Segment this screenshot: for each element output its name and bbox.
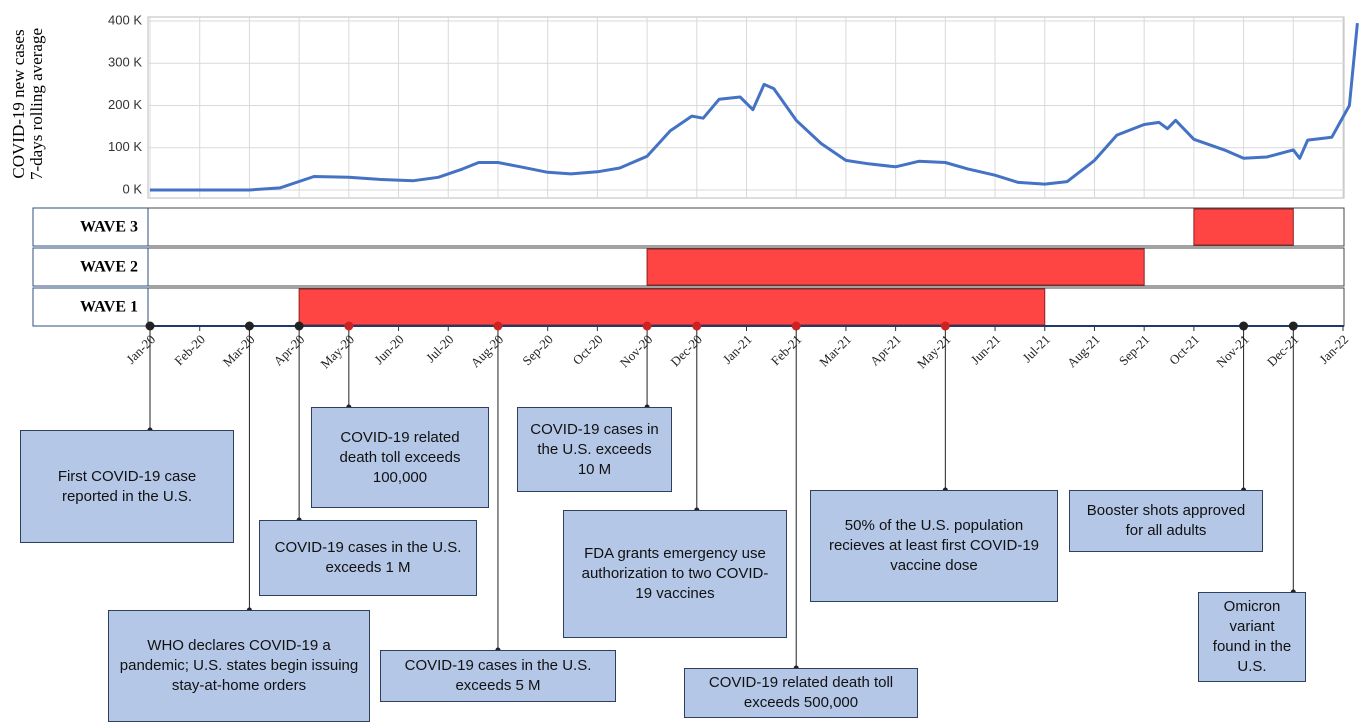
event-box: First COVID-19 case reported in the U.S. bbox=[20, 430, 234, 543]
wave-label: WAVE 2 bbox=[80, 259, 138, 276]
event-dot bbox=[244, 321, 254, 331]
wave-label: WAVE 3 bbox=[80, 219, 138, 236]
wave-bar bbox=[298, 288, 1046, 326]
event-dot bbox=[940, 321, 950, 331]
x-tick-label: Mar-21 bbox=[816, 332, 854, 370]
y-axis-label: 7-days rolling average bbox=[27, 28, 46, 180]
event-box: FDA grants emergency use authorization t… bbox=[563, 510, 787, 638]
wave-label-box bbox=[32, 247, 149, 287]
x-tick-label: Aug-21 bbox=[1064, 332, 1103, 371]
event-dot bbox=[1288, 321, 1298, 331]
x-tick-label: Oct-21 bbox=[1166, 332, 1202, 368]
x-tick-label: Feb-20 bbox=[171, 332, 208, 369]
event-box: COVID-19 cases in the U.S. exceeds 1 M bbox=[259, 520, 477, 596]
event-box: COVID-19 cases in the U.S. exceeds 5 M bbox=[380, 650, 616, 702]
x-tick-label: Jan-20 bbox=[123, 332, 158, 367]
x-tick-label: Nov-20 bbox=[617, 332, 656, 371]
event-box: COVID-19 related death toll exceeds 500,… bbox=[684, 668, 918, 718]
x-tick-label: Sep-21 bbox=[1116, 332, 1153, 369]
x-tick-label: Dec-20 bbox=[667, 332, 705, 370]
y-tick-label: 400 K bbox=[108, 12, 142, 27]
wave-bar bbox=[1193, 208, 1294, 246]
event-box: 50% of the U.S. population recieves at l… bbox=[810, 490, 1058, 602]
y-tick-label: 300 K bbox=[108, 55, 142, 70]
y-tick-label: 100 K bbox=[108, 139, 142, 154]
x-tick-label: Jul-21 bbox=[1019, 332, 1053, 366]
event-dot bbox=[145, 321, 155, 331]
x-tick-label: Apr-20 bbox=[270, 332, 307, 369]
x-tick-label: Jan-22 bbox=[1316, 332, 1351, 367]
x-tick-label: Jun-20 bbox=[371, 332, 407, 368]
event-dot bbox=[344, 321, 354, 331]
x-tick-label: Jan-21 bbox=[720, 332, 755, 367]
event-box: Booster shots approved for all adults bbox=[1069, 490, 1263, 552]
y-axis-label: COVID-19 new cases bbox=[9, 29, 28, 178]
event-box: COVID-19 related death toll exceeds 100,… bbox=[311, 407, 489, 508]
x-tick-label: Oct-20 bbox=[569, 332, 605, 368]
x-tick-label: Aug-20 bbox=[467, 332, 506, 371]
wave-bar bbox=[646, 248, 1145, 286]
x-tick-label: Mar-20 bbox=[220, 332, 258, 370]
x-tick-label: May-21 bbox=[914, 332, 954, 372]
wave-label: WAVE 1 bbox=[80, 299, 138, 316]
event-dot bbox=[1239, 321, 1249, 331]
x-tick-label: Sep-20 bbox=[519, 332, 556, 369]
event-dot bbox=[692, 321, 702, 331]
event-dot bbox=[791, 321, 801, 331]
event-dot bbox=[642, 321, 652, 331]
event-box: COVID-19 cases in the U.S. exceeds 10 M bbox=[517, 407, 672, 492]
y-tick-label: 200 K bbox=[108, 97, 142, 112]
wave-label-box bbox=[32, 287, 149, 327]
x-tick-label: Dec-21 bbox=[1264, 332, 1302, 370]
wave-label-box bbox=[32, 207, 149, 247]
x-tick-label: Jun-21 bbox=[968, 332, 1004, 368]
event-dot bbox=[294, 321, 304, 331]
x-tick-label: Nov-21 bbox=[1213, 332, 1252, 371]
x-tick-label: Apr-21 bbox=[867, 332, 904, 369]
event-dot bbox=[493, 321, 503, 331]
wave-row bbox=[147, 207, 1345, 247]
x-tick-label: Jul-20 bbox=[423, 332, 457, 366]
x-tick-label: May-20 bbox=[317, 332, 357, 372]
cases-line bbox=[150, 22, 1359, 192]
event-box: Omicron variant found in the U.S. bbox=[1198, 592, 1306, 682]
y-tick-label: 0 K bbox=[122, 181, 142, 196]
x-tick-label: Feb-21 bbox=[768, 332, 805, 369]
event-box: WHO declares COVID-19 a pandemic; U.S. s… bbox=[108, 610, 370, 722]
